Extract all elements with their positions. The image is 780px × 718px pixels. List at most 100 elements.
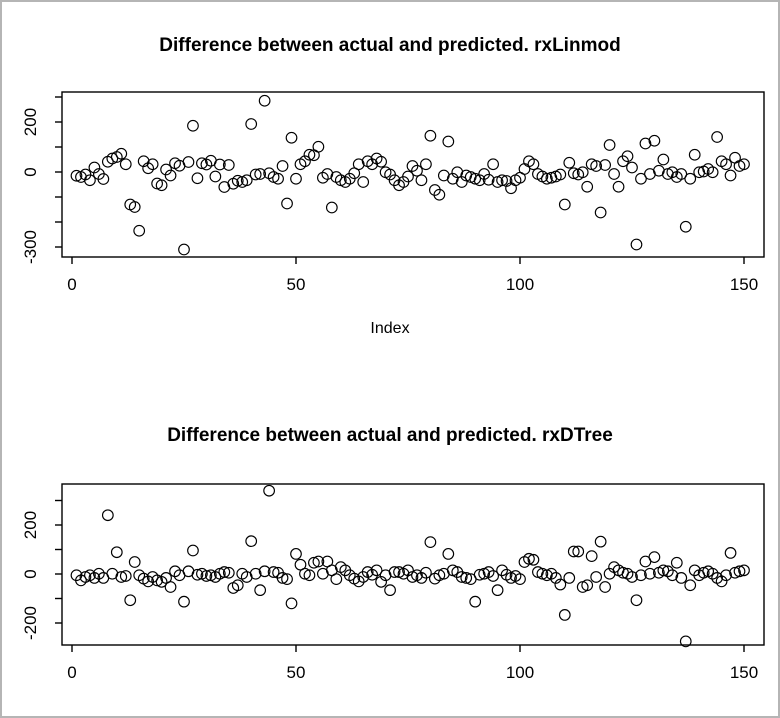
data-point xyxy=(303,569,316,582)
data-point xyxy=(308,556,320,569)
data-point xyxy=(290,548,302,560)
data-point xyxy=(496,564,508,577)
data-point xyxy=(420,566,432,579)
data-point xyxy=(630,238,643,251)
data-point xyxy=(626,161,638,174)
plot-box xyxy=(61,483,765,646)
x-tick-label: 50 xyxy=(287,275,306,294)
data-point xyxy=(375,155,387,168)
data-point xyxy=(245,535,258,548)
x-tick-label: 50 xyxy=(287,663,306,682)
data-point xyxy=(169,565,181,578)
data-point xyxy=(738,564,750,577)
data-point xyxy=(366,568,379,581)
data-point xyxy=(124,594,137,607)
data-point xyxy=(231,579,244,592)
data-point xyxy=(213,158,226,171)
data-point xyxy=(187,119,199,132)
data-point xyxy=(218,566,231,578)
data-point xyxy=(375,575,387,588)
y-tick-label: -300 xyxy=(21,230,40,264)
data-point xyxy=(594,535,607,548)
data-point xyxy=(706,166,719,179)
data-point xyxy=(290,172,302,185)
data-point xyxy=(482,173,495,186)
scatter-plot-rxdtree: 0 50 100 150 200 0 -200 xyxy=(21,483,765,682)
data-point xyxy=(514,573,526,586)
data-point xyxy=(460,572,473,584)
data-point xyxy=(88,572,101,584)
data-point xyxy=(581,579,594,592)
data-point xyxy=(357,176,370,188)
data-point xyxy=(303,148,316,161)
data-point xyxy=(164,169,177,182)
data-point xyxy=(733,565,746,578)
data-point xyxy=(222,159,235,171)
data-point xyxy=(285,597,298,610)
data-point xyxy=(142,575,155,588)
data-point xyxy=(738,158,750,171)
data-point xyxy=(599,581,611,593)
data-point xyxy=(482,566,495,578)
data-point xyxy=(258,94,271,107)
data-point xyxy=(536,567,549,580)
data-point xyxy=(115,147,128,160)
data-point xyxy=(487,570,499,582)
data-point xyxy=(70,169,83,182)
data-point xyxy=(635,172,647,185)
data-point xyxy=(648,134,661,147)
data-point xyxy=(657,153,670,166)
data-point xyxy=(657,564,670,577)
x-tick-label: 0 xyxy=(67,275,76,294)
data-point xyxy=(178,243,190,256)
data-point xyxy=(554,578,567,591)
data-point xyxy=(325,201,338,214)
data-point xyxy=(724,547,737,559)
data-point xyxy=(84,174,96,187)
data-point xyxy=(281,197,293,210)
data-point xyxy=(711,131,723,143)
data-point xyxy=(576,166,589,179)
data-point xyxy=(299,155,311,168)
data-point xyxy=(209,170,222,183)
data-point xyxy=(402,564,414,577)
data-point xyxy=(196,157,208,170)
data-point xyxy=(249,168,262,181)
data-point xyxy=(330,573,343,586)
data-point xyxy=(370,564,383,577)
data-point xyxy=(720,569,732,582)
chart-title-rxlinmod: Difference between actual and predicted.… xyxy=(159,35,621,56)
data-point xyxy=(110,546,123,559)
y-tick-label: 200 xyxy=(21,511,40,539)
data-point xyxy=(563,572,576,584)
data-point xyxy=(491,584,504,597)
y-tick-label: 200 xyxy=(21,108,40,136)
data-point xyxy=(648,551,661,563)
data-point xyxy=(442,548,455,560)
data-point xyxy=(258,565,271,578)
data-point xyxy=(612,180,625,193)
data-point xyxy=(469,595,482,608)
data-point xyxy=(272,172,284,185)
chart-rxdtree: Difference between actual and predicted.… xyxy=(2,392,778,716)
data-point xyxy=(545,567,558,580)
data-point xyxy=(249,567,262,580)
data-point xyxy=(240,174,253,187)
data-point xyxy=(146,158,159,171)
data-point xyxy=(101,509,114,522)
data-point xyxy=(231,174,244,187)
data-point xyxy=(88,161,101,174)
data-point xyxy=(684,172,697,185)
data-point xyxy=(523,552,535,565)
data-point xyxy=(254,584,267,597)
y-tick-label: -200 xyxy=(21,606,40,640)
data-point xyxy=(455,571,468,583)
data-point xyxy=(424,129,437,142)
data-point xyxy=(527,553,540,566)
data-point xyxy=(182,156,195,168)
data-point xyxy=(411,164,423,177)
data-point xyxy=(679,635,692,648)
data-point xyxy=(675,168,688,180)
data-point xyxy=(684,579,697,592)
